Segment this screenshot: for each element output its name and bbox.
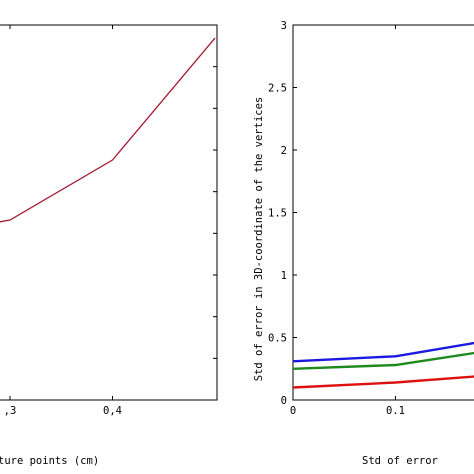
right-y-tick-label: 0: [281, 395, 287, 407]
left-x-axis-label: ture points (cm): [0, 455, 99, 467]
right-y-tick-label: 1.5: [268, 208, 287, 220]
right-x-tick-label: 0.1: [386, 405, 405, 417]
right-y-tick-label: 3: [281, 20, 287, 32]
right-y-axis-label: Std of error in 3D-coordinate of the ver…: [253, 97, 265, 381]
left-plot-frame: [0, 24, 218, 401]
left-x-tick-label: ,3: [4, 405, 17, 417]
left-x-tick-label: 0,4: [103, 405, 122, 417]
left-axis-ticks: ,3 0,4: [4, 25, 217, 417]
right-y-tick-label: 1: [281, 270, 287, 282]
right-y-tick-label: 2.5: [268, 83, 287, 95]
right-chart: 0 0.5 1 1.5 2 2.5 3 0 0.1 Std of error Std of er…: [253, 20, 474, 467]
right-series-line: [292, 351, 474, 370]
right-x-axis-label: Std of error: [362, 455, 438, 467]
left-series-line: [0, 37, 216, 223]
left-series-lines: [0, 37, 216, 223]
right-series-line: [292, 375, 474, 389]
left-chart: ,3 0,4 ture points (cm): [0, 24, 218, 467]
right-y-tick-label: 2: [281, 145, 287, 157]
right-x-tick-label: 0: [290, 405, 296, 417]
right-series-lines: [292, 341, 474, 389]
right-series-line: [292, 341, 474, 363]
right-plot-frame: [292, 24, 474, 401]
right-axis-ticks: 0 0.5 1 1.5 2 2.5 3 0 0.1: [268, 20, 405, 417]
right-y-tick-label: 0.5: [268, 333, 287, 345]
